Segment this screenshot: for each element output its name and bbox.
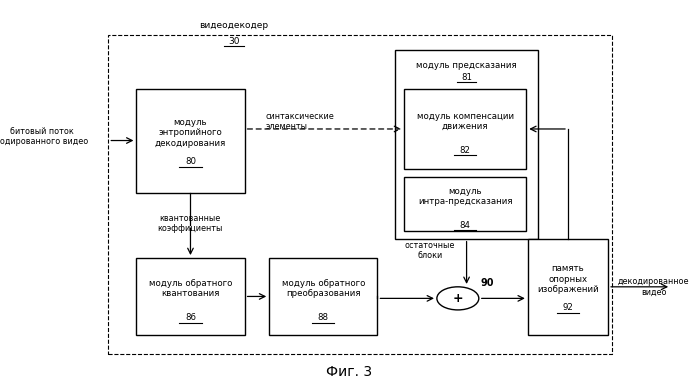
Bar xyxy=(136,258,245,335)
Text: декодированное
видео: декодированное видео xyxy=(618,277,689,296)
Text: остаточные
блоки: остаточные блоки xyxy=(405,241,455,260)
Text: 82: 82 xyxy=(460,146,470,155)
Text: 81: 81 xyxy=(461,72,472,82)
Bar xyxy=(395,50,538,239)
Text: видеодекодер: видеодекодер xyxy=(200,20,268,30)
Text: модуль
интра-предсказания: модуль интра-предсказания xyxy=(418,187,512,206)
Bar xyxy=(404,89,526,169)
Bar xyxy=(108,35,612,354)
Text: +: + xyxy=(452,292,463,305)
Bar xyxy=(136,89,245,192)
Text: 92: 92 xyxy=(563,303,573,313)
Text: 86: 86 xyxy=(185,313,196,322)
Bar xyxy=(269,258,377,335)
Text: модуль обратного
квантования: модуль обратного квантования xyxy=(149,279,232,298)
Text: 88: 88 xyxy=(318,313,329,322)
Text: модуль
энтропийного
декодирования: модуль энтропийного декодирования xyxy=(155,118,226,148)
Text: битовый поток
кодированного видео: битовый поток кодированного видео xyxy=(0,127,89,146)
Text: модуль компенсации
движения: модуль компенсации движения xyxy=(417,112,514,131)
Text: квантованные
коэффициенты: квантованные коэффициенты xyxy=(157,214,223,233)
Text: модуль обратного
преобразования: модуль обратного преобразования xyxy=(282,279,365,298)
Text: 80: 80 xyxy=(185,157,196,166)
Text: Фиг. 3: Фиг. 3 xyxy=(326,365,373,378)
Text: синтаксические
элементы: синтаксические элементы xyxy=(266,112,334,131)
Bar xyxy=(528,239,608,335)
Text: 90: 90 xyxy=(480,278,494,288)
Text: модуль предсказания: модуль предсказания xyxy=(417,61,517,70)
Text: 30: 30 xyxy=(229,37,240,46)
Text: 84: 84 xyxy=(460,221,470,230)
Bar xyxy=(404,177,526,231)
Text: память
опорных
изображений: память опорных изображений xyxy=(537,264,599,294)
